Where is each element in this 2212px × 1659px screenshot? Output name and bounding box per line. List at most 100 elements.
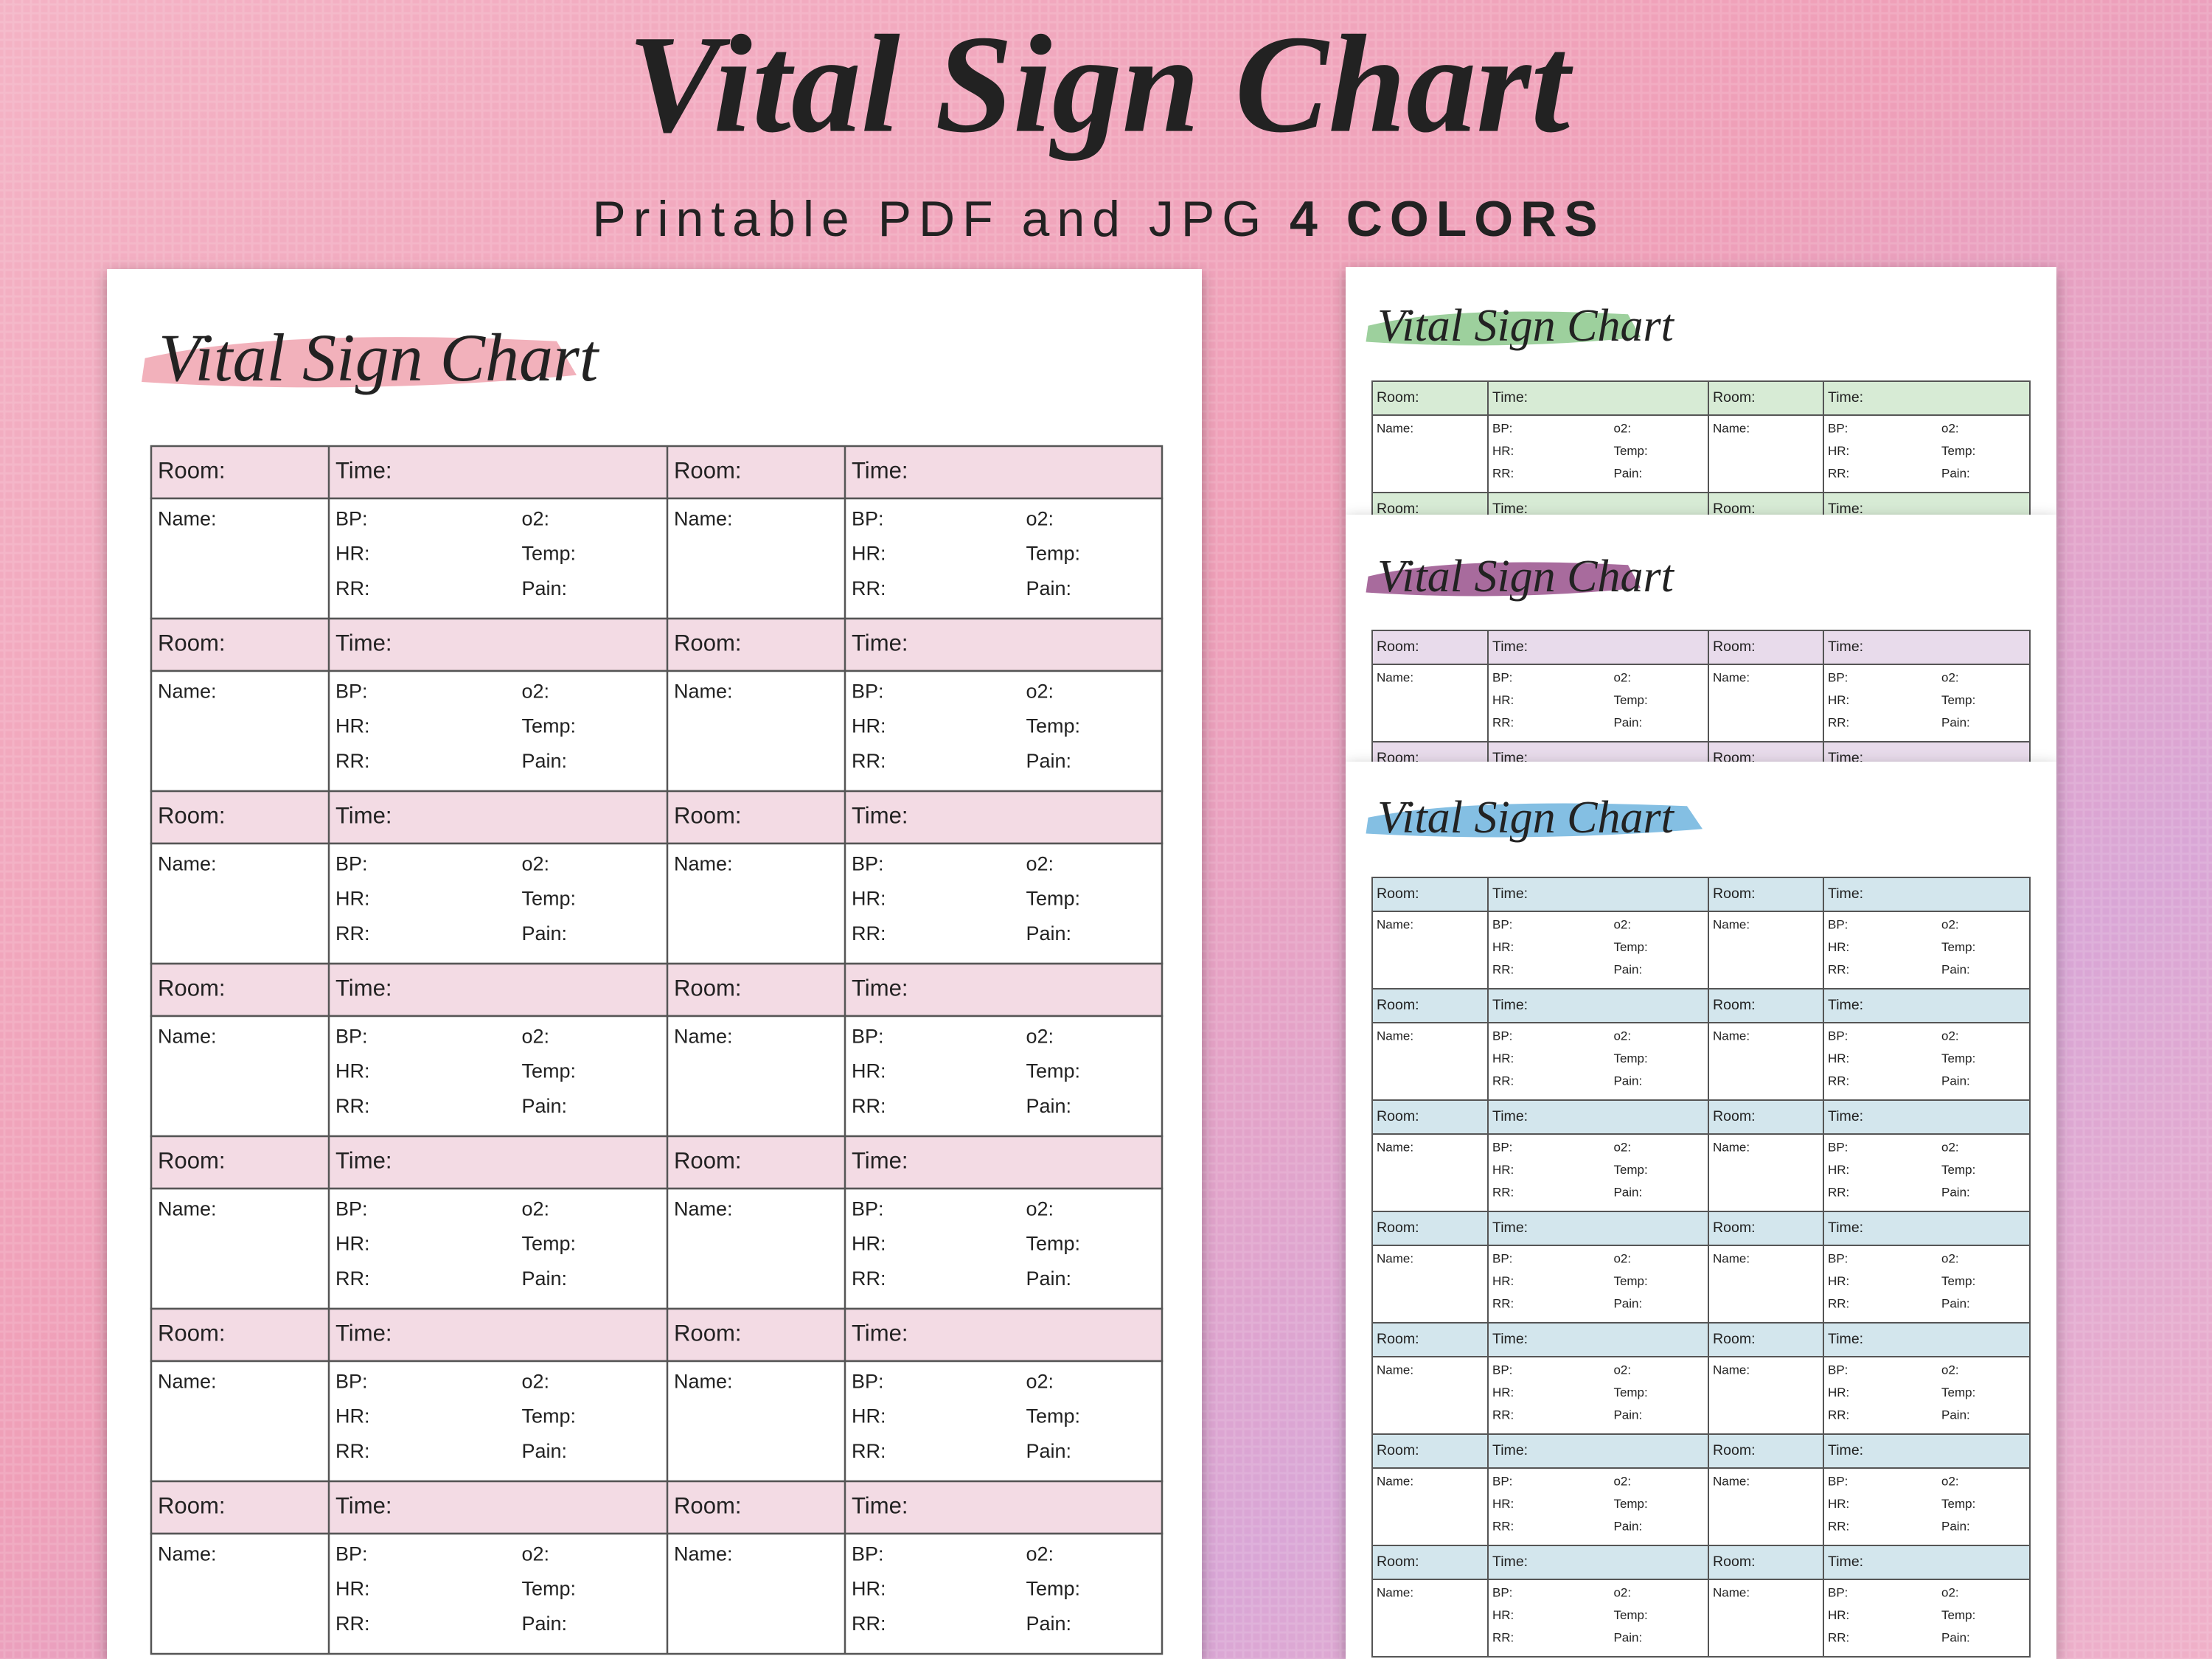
header-label: Room: [674,1493,741,1519]
header-label: Time: [335,458,392,484]
header-label: Room: [1377,1331,1419,1347]
vital-label: Temp: [521,1060,576,1082]
vital-label: HR: [1828,1163,1849,1177]
row-header [1371,988,2031,1023]
header-label: Time: [335,975,392,1001]
name-label: Name: [158,1197,217,1220]
row-body [150,1360,1164,1483]
header-label: Room: [1713,639,1756,655]
name-label: Name: [1377,1585,1413,1599]
header-label: Time: [1828,501,1863,517]
vital-label: HR: [852,715,886,737]
vital-label: Pain: [1941,466,1970,480]
vital-label: Temp: [1613,1608,1647,1622]
vital-label: RR: [335,1613,370,1635]
row-body [1371,1022,2031,1101]
vital-label: RR: [1492,1074,1514,1088]
header-label: Time: [1828,1108,1863,1124]
row-body [1371,414,2031,493]
name-label: Name: [1713,421,1750,435]
name-label: Name: [158,852,217,874]
vital-label: HR: [1492,1385,1514,1399]
vital-label: o2: [1613,917,1631,931]
header-label: Room: [1377,1554,1419,1570]
vital-label: HR: [852,1405,886,1427]
header-label: Time: [852,1148,908,1174]
row-header [1371,877,2031,912]
vital-label: HR: [1492,1497,1514,1511]
header-label: Time: [1492,639,1528,655]
vital-label: Temp: [1613,1163,1647,1177]
header-label: Time: [335,1493,392,1519]
vital-label: HR: [1492,693,1514,707]
vital-label: o2: [1026,1197,1054,1220]
vital-label: HR: [1492,940,1514,954]
vital-label: RR: [335,1267,370,1290]
header-label: Room: [1713,750,1756,766]
vital-label: Temp: [521,888,576,910]
vital-label: o2: [521,1197,549,1220]
vital-label: HR: [335,1233,370,1255]
header-label: Room: [1713,886,1756,902]
vital-label: HR: [852,543,886,565]
subtitle-text: Printable PDF and JPG [592,191,1268,247]
header-label: Room: [158,1321,225,1346]
vital-label: o2: [1026,507,1054,529]
name-label: Name: [1377,1029,1413,1043]
vital-label: Pain: [1026,1095,1072,1117]
vital-label: BP: [852,680,884,702]
vital-label: BP: [1492,670,1512,684]
vital-label: BP: [1492,1251,1512,1265]
header-label: Time: [1492,1220,1528,1236]
header-label: Room: [158,630,225,656]
vital-label: HR: [1828,693,1849,707]
name-label: Name: [674,1370,733,1392]
vital-label: Pain: [1613,1296,1642,1310]
name-label: Name: [1713,1140,1750,1154]
name-label: Name: [1713,1251,1750,1265]
row-header [150,790,1164,845]
vital-label: o2: [1613,1029,1631,1043]
vital-label: RR: [1492,1296,1514,1310]
name-label: Name: [158,1370,217,1392]
vital-label: HR: [1828,940,1849,954]
name-label: Name: [674,680,733,702]
vital-label: RR: [1828,1519,1849,1533]
name-label: Name: [1377,421,1413,435]
header-label: Time: [852,630,908,656]
vital-label: Pain: [1941,1408,1970,1422]
vital-label: Pain: [521,1613,567,1635]
vital-label: Temp: [1026,1578,1081,1600]
vital-label: Pain: [1941,1630,1970,1644]
vital-label: Pain: [1941,1185,1970,1199]
vital-label: o2: [521,1370,549,1392]
vital-label: HR: [335,715,370,737]
vital-label: Pain: [1941,1519,1970,1533]
name-label: Name: [158,1543,217,1565]
vital-label: Temp: [1941,1163,1975,1177]
name-label: Name: [1377,1363,1413,1377]
vital-label: Temp: [1941,693,1975,707]
header-label: Room: [674,1321,741,1346]
vital-label: RR: [1492,466,1514,480]
name-label: Name: [158,507,217,529]
subtitle: Printable PDF and JPG 4 COLORS [592,191,1604,247]
vital-label: RR: [1492,1630,1514,1644]
vital-label: Temp: [521,1578,576,1600]
name-label: Name: [1377,1140,1413,1154]
row-header [1371,1099,2031,1135]
row-body [150,1015,1164,1138]
vital-label: o2: [1613,1585,1631,1599]
vital-label: BP: [1828,1140,1848,1154]
vital-label: HR: [1492,1274,1514,1288]
header-label: Time: [1828,1554,1863,1570]
header-label: Room: [158,1493,225,1519]
name-label: Name: [1377,670,1413,684]
vital-label: o2: [1026,1543,1054,1565]
row-header [1371,1545,2031,1580]
sheet: Vital Sign Chart Room: Time: Room: Time: Name… [1346,267,2056,517]
vital-label: BP: [1492,1585,1512,1599]
vital-label: BP: [1828,1029,1848,1043]
header-label: Time: [1828,750,1863,766]
header-label: Room: [1713,1331,1756,1347]
